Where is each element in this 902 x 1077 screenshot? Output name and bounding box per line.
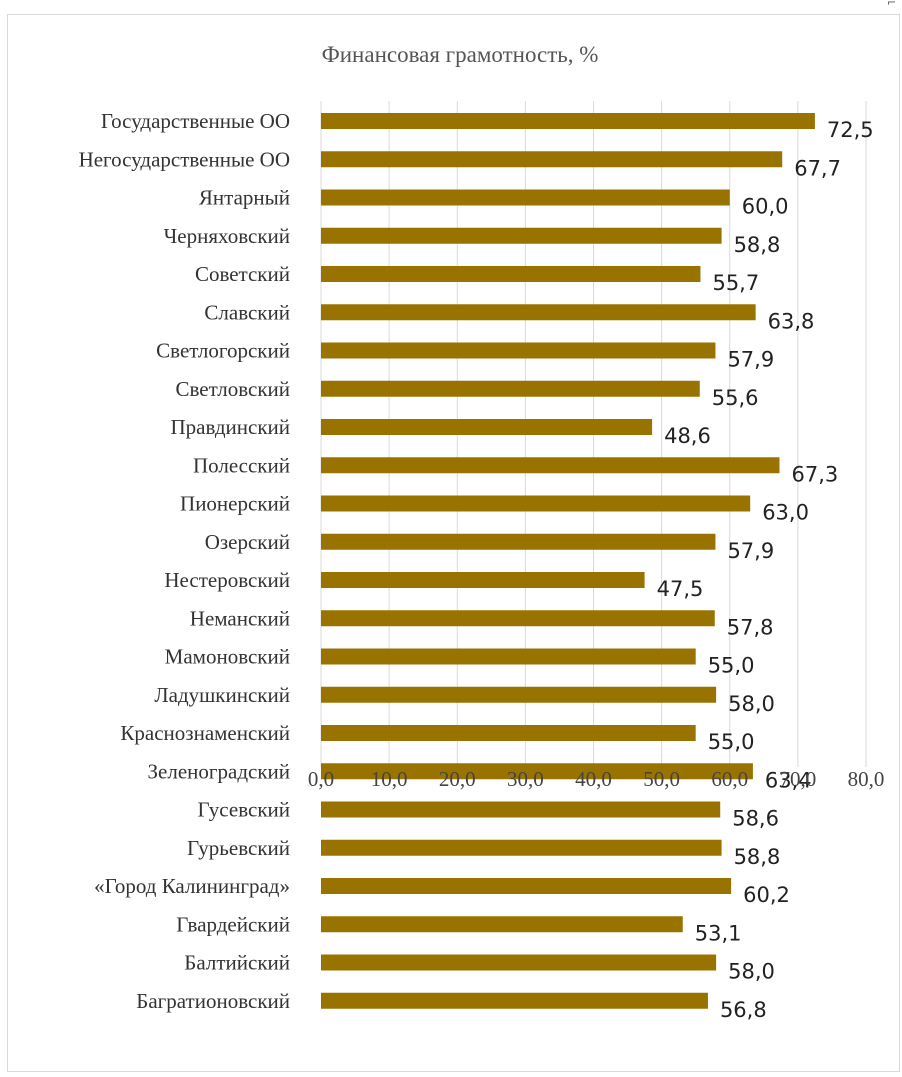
x-tick-label: 60,0 (711, 767, 748, 791)
bar (321, 878, 732, 894)
data-label: 57,8 (727, 615, 774, 639)
category-label: Нестеровский (164, 568, 290, 592)
category-label: «Город Калининград» (94, 874, 290, 898)
bar (321, 151, 783, 168)
bar (321, 419, 653, 435)
data-label: 55,0 (708, 730, 755, 754)
bar (321, 189, 730, 206)
category-label: Негосударственные ОО (79, 147, 290, 171)
data-label: 55,0 (708, 654, 755, 678)
category-label: Советский (195, 262, 290, 286)
data-label: 58,8 (734, 233, 781, 257)
data-label: 63,0 (762, 501, 809, 525)
category-label: Краснознаменский (120, 721, 290, 745)
x-tick-label: 50,0 (643, 767, 680, 791)
data-label: 58,0 (728, 960, 775, 984)
category-label: Озерский (205, 530, 290, 554)
bar (321, 304, 756, 321)
category-label: Черняховский (164, 224, 290, 248)
bar (321, 457, 780, 474)
x-tick-label: 80,0 (848, 767, 885, 791)
data-label: 60,2 (743, 883, 790, 907)
data-label: 58,6 (732, 807, 779, 831)
bar (321, 495, 751, 512)
data-label: 63,4 (765, 768, 812, 792)
category-label: Гусевский (197, 798, 290, 822)
x-tick-label: 0,0 (308, 767, 334, 791)
data-label: 57,9 (727, 348, 774, 372)
category-label: Янтарный (199, 186, 290, 210)
bar (321, 992, 708, 1009)
category-label: Светловский (175, 377, 290, 401)
x-tick-label: 10,0 (371, 767, 408, 791)
category-label: Мамоновский (165, 645, 290, 669)
bar (321, 610, 715, 627)
value-labels: 72,567,760,058,855,763,857,955,648,667,3… (657, 118, 874, 1022)
category-label: Неманский (190, 606, 290, 630)
bar (321, 266, 701, 282)
x-tick-label: 40,0 (575, 767, 612, 791)
category-label: Славский (204, 300, 290, 324)
x-axis-ticks: 0,0 10,0 20,0 30,0 40,0 50,0 60,0 70,0 80,0 (308, 767, 885, 791)
data-label: 53,1 (695, 921, 742, 945)
bar (321, 954, 717, 971)
data-label: 57,9 (727, 539, 774, 563)
bar (321, 763, 753, 780)
category-label: Гвардейский (176, 912, 290, 936)
data-label: 60,0 (742, 195, 789, 219)
bar (321, 380, 700, 397)
data-label: 58,8 (734, 845, 781, 869)
bar (321, 533, 716, 550)
category-labels: Государственные ОО Негосударственные ОО Ян… (79, 109, 290, 1013)
bar (321, 725, 696, 741)
category-label: Багратионовский (136, 989, 290, 1013)
bar (321, 227, 722, 244)
data-label: 48,6 (664, 424, 711, 448)
bar (321, 839, 722, 856)
data-label: 58,0 (728, 692, 775, 716)
corner-mark-icon: ⌐ (887, 0, 897, 9)
data-label: 55,6 (712, 386, 759, 410)
data-label: 56,8 (720, 998, 767, 1022)
x-tick-label: 20,0 (439, 767, 476, 791)
category-label: Гурьевский (187, 836, 290, 860)
bar (321, 648, 696, 665)
category-label: Правдинский (170, 415, 290, 439)
bar (321, 572, 645, 588)
bar (321, 801, 721, 818)
bar (321, 342, 716, 359)
data-label: 72,5 (827, 118, 874, 142)
bar (321, 113, 815, 129)
chart-title: Финансовая грамотность, % (322, 42, 599, 67)
data-label: 67,3 (791, 462, 838, 486)
category-label: Зеленоградский (148, 759, 291, 783)
category-label: Пионерский (180, 492, 290, 516)
bars-group (321, 113, 815, 1009)
data-label: 55,7 (712, 271, 759, 295)
x-tick-label: 70,0 (780, 767, 817, 791)
category-label: Ладушкинский (154, 683, 290, 707)
data-label: 47,5 (657, 577, 704, 601)
bar (321, 686, 717, 703)
data-label: 67,7 (794, 156, 841, 180)
x-tick-label: 30,0 (507, 767, 544, 791)
category-label: Полесский (193, 453, 290, 477)
category-label: Светлогорский (156, 339, 290, 363)
category-label: Государственные ОО (101, 109, 290, 133)
data-label: 63,8 (768, 309, 815, 333)
category-label: Балтийский (184, 951, 290, 975)
bar (321, 916, 683, 933)
